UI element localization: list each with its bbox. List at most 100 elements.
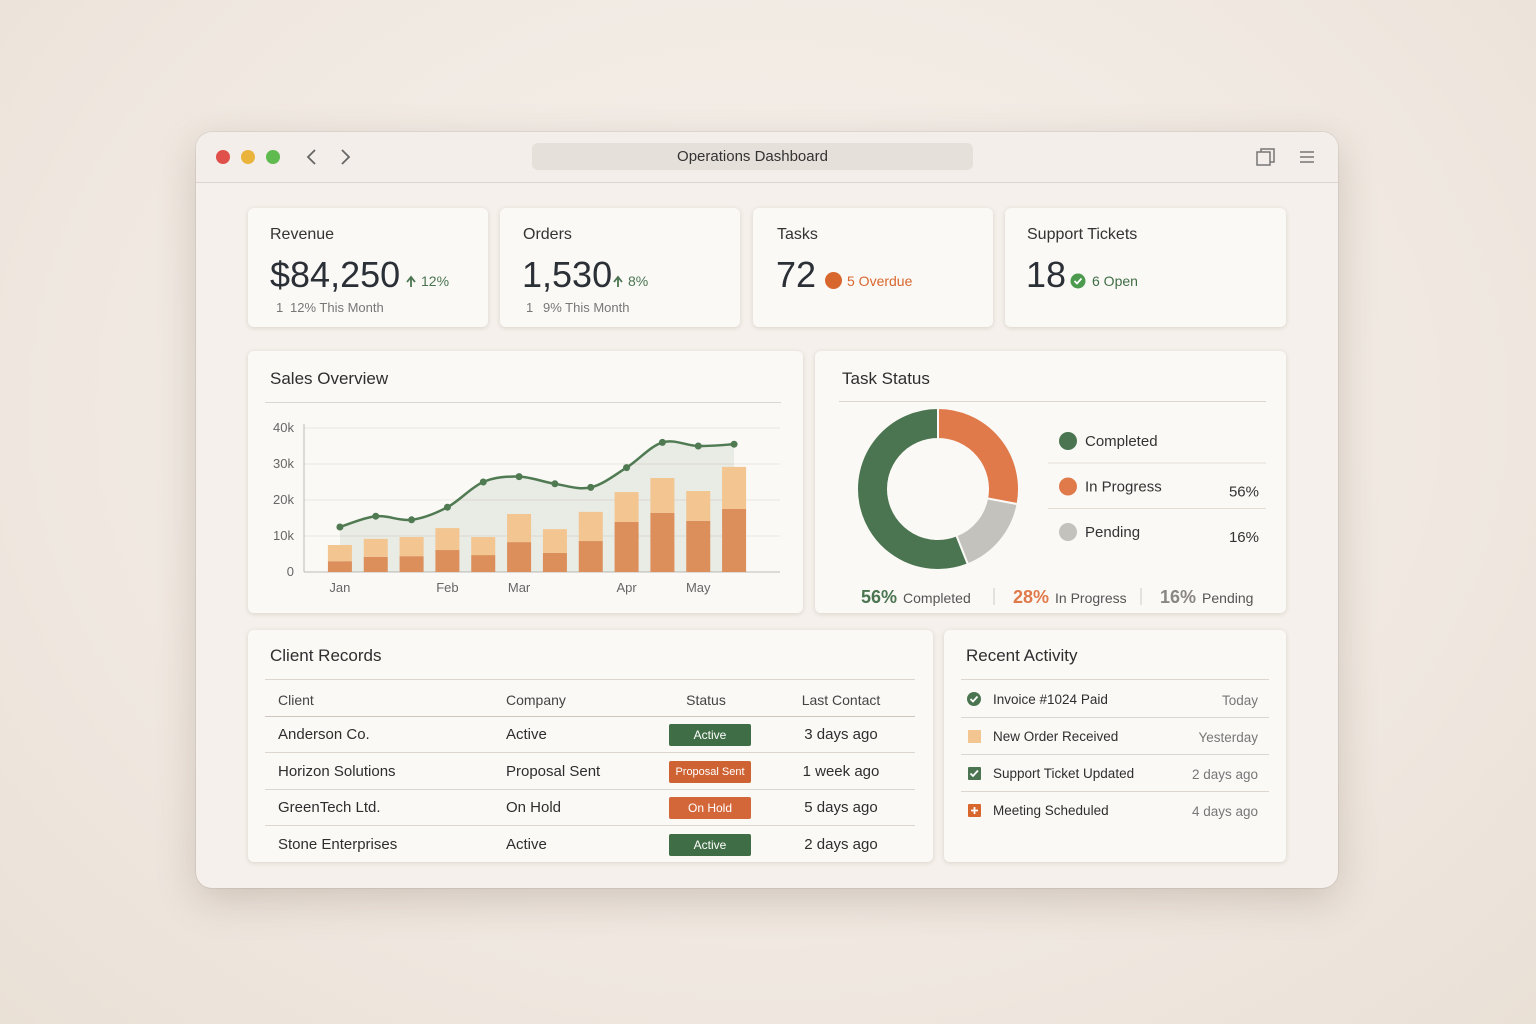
activity-icon	[968, 730, 981, 743]
activity-icon	[968, 804, 981, 817]
client-name: Stone Enterprises	[278, 836, 398, 854]
kpi-card	[753, 208, 993, 327]
bar-segment	[614, 521, 639, 572]
kpi-note-mark: 1	[526, 300, 534, 315]
back-arrow[interactable]	[306, 149, 316, 165]
y-tick-label: 30k	[273, 456, 294, 471]
client-name: Horizon Solutions	[278, 762, 396, 780]
forward-arrow[interactable]	[341, 149, 351, 165]
bar-segment	[435, 550, 460, 572]
menu-icon[interactable]	[1300, 151, 1314, 163]
close-button[interactable]	[216, 150, 230, 164]
donut-segment	[937, 406, 1020, 506]
row-divider	[961, 717, 1269, 718]
kpi-note: 9% This Month	[543, 300, 630, 315]
nav-arrows[interactable]	[300, 146, 360, 168]
divider	[265, 716, 915, 717]
activity-icon	[967, 692, 981, 706]
summary-value: 16%	[1160, 587, 1196, 607]
last-contact: 2 days ago	[804, 836, 878, 854]
kpi-note-mark: 1	[276, 300, 284, 315]
table-card	[248, 630, 933, 862]
bar-segment	[327, 561, 352, 572]
bar-segment	[542, 529, 567, 553]
bar-segment	[363, 538, 388, 557]
bar-segment	[650, 478, 675, 513]
line-point	[372, 512, 380, 520]
bar-segment	[578, 511, 603, 542]
zoom-button[interactable]	[266, 150, 280, 164]
line-point	[694, 442, 702, 450]
row-divider	[961, 791, 1269, 792]
window-title: Operations Dashboard	[532, 143, 973, 170]
line-point	[658, 438, 666, 446]
activity-time: Yesterday	[1198, 730, 1258, 745]
bar-segment	[471, 537, 496, 556]
kpi-badge: 5 Overdue	[847, 273, 913, 289]
activity-time: 2 days ago	[1191, 767, 1258, 782]
legend-label: Pending	[1085, 524, 1140, 541]
legend-swatch	[1059, 477, 1077, 496]
divider	[839, 401, 1266, 402]
bar-segment	[686, 491, 711, 521]
line-point	[587, 483, 595, 491]
status-badge: Active	[669, 724, 751, 746]
x-tick-label: Apr	[616, 580, 637, 595]
bar-segment	[686, 520, 711, 572]
kpi-value: 72	[776, 254, 817, 295]
minimize-button[interactable]	[241, 150, 255, 164]
divider	[265, 402, 781, 403]
legend-value: 16%	[1229, 529, 1259, 546]
line-area	[339, 441, 735, 572]
column-header: Client	[278, 692, 314, 708]
company-status: On Hold	[506, 799, 562, 817]
status-badge: Active	[669, 834, 751, 857]
line-point	[479, 478, 487, 486]
kpi-label: Orders	[523, 226, 572, 243]
legend-label: Completed	[1085, 433, 1158, 450]
activity-text: Support Ticket Updated	[993, 766, 1135, 781]
last-contact: 5 days ago	[804, 799, 878, 817]
legend-label: In Progress	[1085, 479, 1162, 496]
up-arrow	[406, 275, 416, 287]
kpi-card	[1005, 208, 1286, 327]
last-contact: 3 days ago	[804, 726, 878, 743]
bar-segment	[399, 556, 424, 572]
kpi-change: 12%	[421, 273, 450, 289]
bar-segment	[614, 492, 639, 522]
summary-label: Pending	[1202, 590, 1253, 606]
x-tick-label: May	[686, 580, 711, 595]
x-tick-label: Mar	[508, 580, 531, 595]
bar-segment	[578, 541, 603, 572]
x-tick-label: Jan	[329, 580, 350, 595]
summary-value: 56%	[861, 587, 897, 607]
activity-text: New Order Received	[993, 729, 1119, 744]
bar-segment	[363, 556, 388, 572]
bar-segment	[327, 545, 352, 562]
kpi-value: 1,530	[522, 254, 613, 295]
kpi-change: 8%	[628, 273, 649, 289]
tabs-icon[interactable]	[1256, 151, 1271, 166]
bar-segment	[507, 542, 532, 572]
card-title: Client Records	[270, 646, 382, 665]
summary-label: Completed	[903, 590, 971, 606]
kpi-label: Support Tickets	[1027, 226, 1138, 243]
bar-segment	[471, 555, 496, 572]
bar-segment	[722, 466, 747, 509]
tabs-icon-back	[1260, 148, 1275, 163]
company-status: Proposal Sent	[506, 762, 601, 780]
line-point	[336, 523, 344, 531]
kpi-label: Tasks	[777, 226, 818, 243]
activity-time: Today	[1221, 693, 1258, 708]
legend-value: 56%	[1229, 484, 1259, 501]
kpi-value: $84,250	[270, 254, 401, 295]
status-badge: On Hold	[669, 797, 751, 820]
check-icon	[1070, 273, 1086, 289]
status-badge: Proposal Sent	[669, 760, 751, 783]
activity-text: Meeting Scheduled	[993, 803, 1109, 818]
card-title: Sales Overview	[270, 369, 389, 388]
kpi-value: 18	[1026, 254, 1067, 295]
up-arrow	[613, 275, 623, 287]
